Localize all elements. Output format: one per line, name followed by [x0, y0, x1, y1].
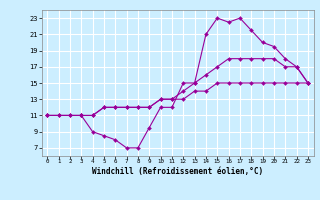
X-axis label: Windchill (Refroidissement éolien,°C): Windchill (Refroidissement éolien,°C)	[92, 167, 263, 176]
